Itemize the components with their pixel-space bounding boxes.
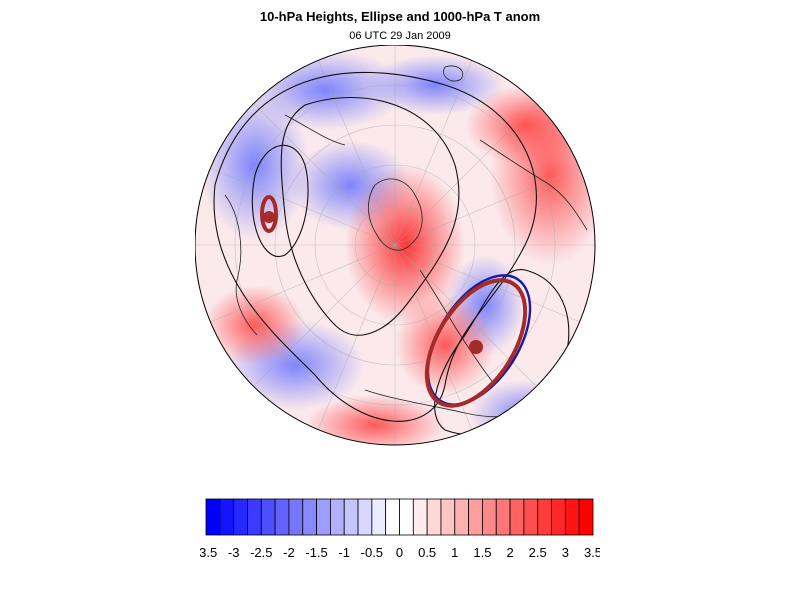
- colorbar-box: [274, 498, 290, 536]
- colorbar-box: [537, 498, 552, 536]
- colorbar-box: [357, 498, 373, 536]
- colorbar-box: [329, 498, 345, 536]
- colorbar-box: [371, 498, 387, 536]
- colorbar-tick-label: 3.5: [584, 545, 600, 560]
- colorbar-box: [205, 498, 221, 536]
- chart-title: 10-hPa Heights, Ellipse and 1000-hPa T a…: [259, 9, 541, 24]
- coastlines: [224, 65, 588, 418]
- colorbar-box: [302, 498, 317, 536]
- colorbar-box: [316, 498, 331, 536]
- colorbar-box: [482, 498, 497, 536]
- main-ellipse-center: [469, 340, 483, 354]
- colorbar-boxes: [205, 498, 594, 536]
- globe-outline: [195, 45, 596, 446]
- colorbar-labels: -3.5 -3 -2.5 -2 -1.5 -1 -0.5 0 0.5 1 1.5 2 2.5 3 3.5: [200, 545, 600, 560]
- colorbar-box: [509, 498, 525, 536]
- colorbar-tick-label: 3: [562, 545, 569, 560]
- colorbar-tick-label: -2: [283, 545, 295, 560]
- colorbar-tick-label: 0: [396, 545, 403, 560]
- colorbar-tick-label: -1: [338, 545, 350, 560]
- colorbar-box: [288, 498, 304, 536]
- colorbar-box: [260, 498, 276, 536]
- colorbar-box: [440, 498, 456, 536]
- colorbar-tick-label: 1.5: [473, 545, 491, 560]
- colorbar-box: [495, 498, 511, 536]
- graticule: [195, 45, 595, 445]
- colorbar-box: [454, 498, 470, 536]
- colorbar-tick-label: -3: [228, 545, 240, 560]
- colorbar-box: [399, 498, 414, 536]
- polar-map: [195, 45, 596, 446]
- colorbar-box: [247, 498, 262, 536]
- colorbar-box: [219, 498, 235, 536]
- colorbar-box: [426, 498, 442, 536]
- colorbar-box: [412, 498, 428, 536]
- colorbar-tick-label: 2: [506, 545, 513, 560]
- colorbar: -3.5 -3 -2.5 -2 -1.5 -1 -0.5 0 0.5 1 1.5 2 2.5 3 3.5: [200, 498, 600, 560]
- colorbar-tick-label: -2.5: [250, 545, 272, 560]
- colorbar-box: [551, 498, 566, 536]
- secondary-ellipse: [260, 195, 278, 233]
- chart-subtitle: 06 UTC 29 Jan 2009: [349, 30, 451, 42]
- colorbar-tick-label: -3.5: [200, 545, 217, 560]
- main-ellipse: [424, 278, 528, 408]
- colorbar-box: [385, 498, 400, 536]
- colorbar-box: [233, 498, 248, 536]
- colorbar-tick-label: 0.5: [418, 545, 436, 560]
- colorbar-tick-label: -1.5: [305, 545, 327, 560]
- colorbar-box: [343, 498, 359, 536]
- colorbar-box: [578, 498, 594, 536]
- colorbar-box: [468, 498, 483, 536]
- vortex-ellipses: [260, 195, 532, 408]
- colorbar-tick-label: 2.5: [529, 545, 547, 560]
- colorbar-tick-label: -0.5: [361, 545, 383, 560]
- secondary-ellipse-center: [263, 211, 275, 223]
- height-contours: [213, 71, 570, 436]
- colorbar-tick-label: 1: [451, 545, 458, 560]
- colorbar-box: [523, 498, 539, 536]
- colorbar-box: [564, 498, 580, 536]
